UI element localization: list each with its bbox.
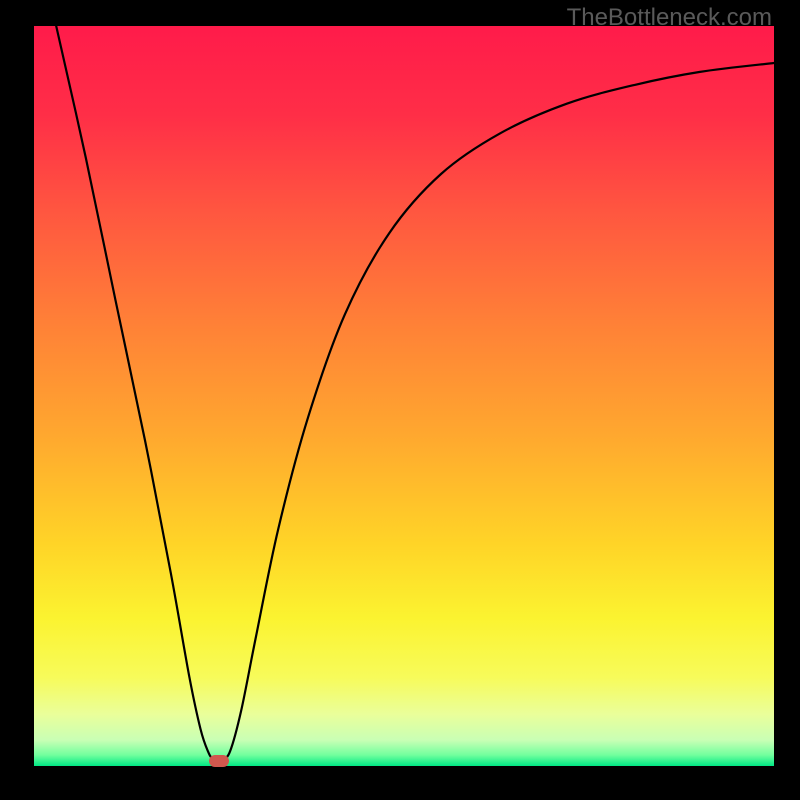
plot-area: [34, 26, 774, 766]
watermark-text: TheBottleneck.com: [567, 4, 772, 32]
optimum-marker: [209, 755, 229, 767]
chart-frame: TheBottleneck.com: [0, 0, 800, 800]
bottleneck-curve: [34, 26, 774, 766]
